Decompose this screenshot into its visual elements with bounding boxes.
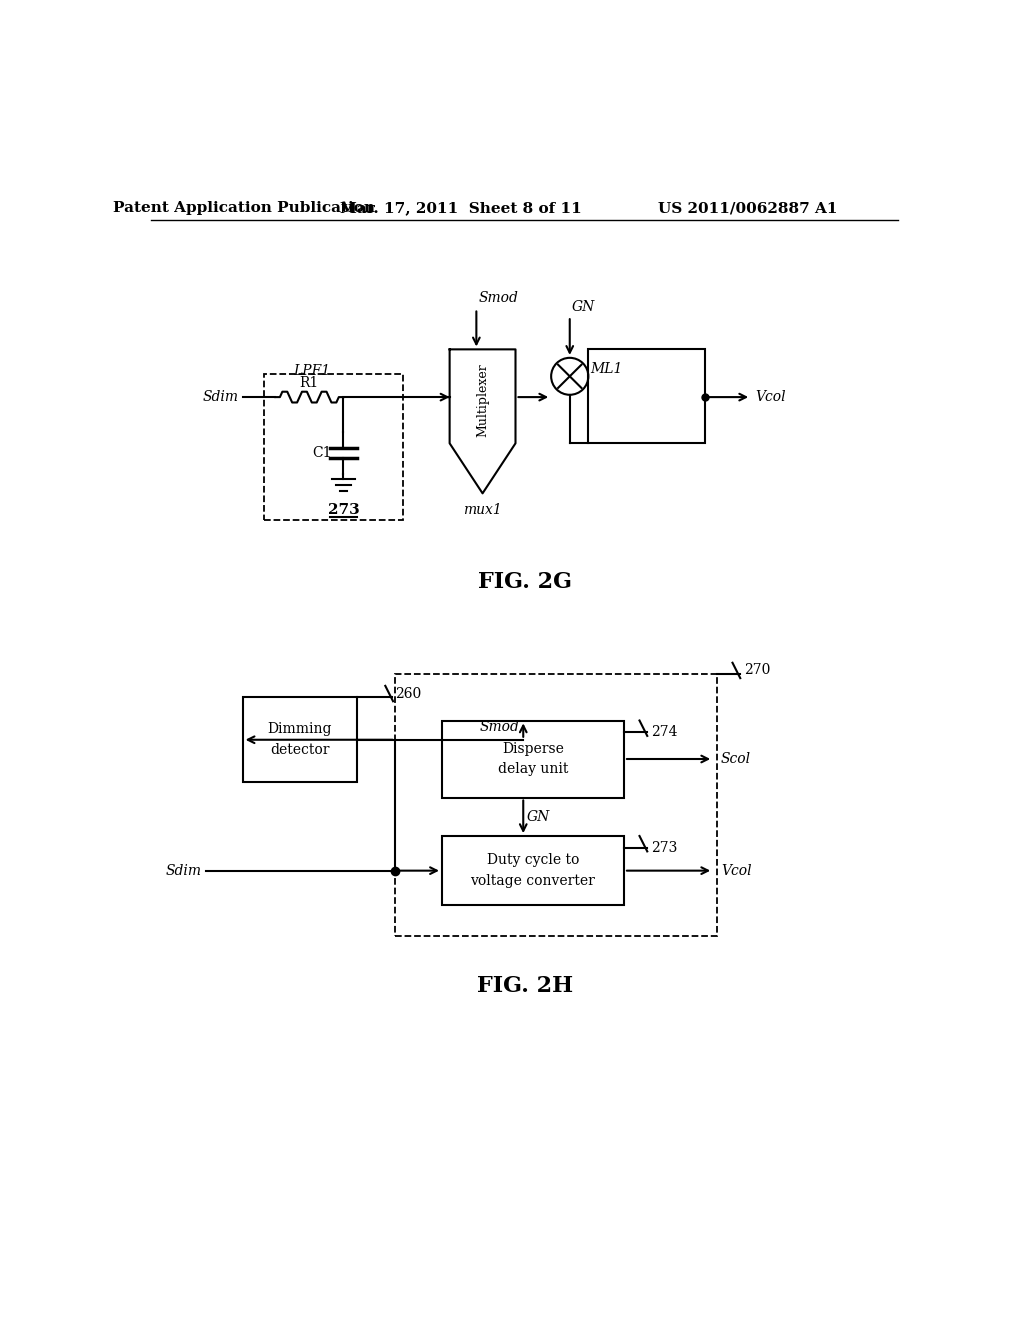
Text: C1: C1 [312,446,332,459]
Text: ML1: ML1 [591,362,623,376]
Text: 260: 260 [395,686,422,701]
Text: 273: 273 [328,503,359,516]
Text: 270: 270 [744,664,770,677]
Text: Vcol: Vcol [721,863,752,878]
Text: LPF1: LPF1 [293,364,330,378]
Text: Smod: Smod [478,290,518,305]
Bar [442,721,624,797]
Text: GN: GN [527,809,550,824]
Bar [589,350,705,444]
Text: Duty cycle to
voltage converter: Duty cycle to voltage converter [470,853,595,888]
Text: GN: GN [572,300,595,314]
Text: Mar. 17, 2011  Sheet 8 of 11: Mar. 17, 2011 Sheet 8 of 11 [340,202,582,215]
Text: Patent Application Publication: Patent Application Publication [114,202,375,215]
Text: FIG. 2G: FIG. 2G [478,572,571,593]
Text: 273: 273 [651,841,678,854]
Text: R1: R1 [300,376,318,391]
Bar [243,697,356,781]
Bar [395,675,717,936]
Text: Dimming
detector: Dimming detector [267,722,332,758]
Bar [442,836,624,906]
Text: Smod: Smod [479,719,519,734]
Text: US 2011/0062887 A1: US 2011/0062887 A1 [658,202,838,215]
Text: Scol: Scol [721,752,751,766]
Text: Multiplexer: Multiplexer [476,363,489,437]
Text: mux1: mux1 [463,503,502,517]
Text: 274: 274 [651,725,678,739]
Text: FIG. 2H: FIG. 2H [477,975,572,997]
Text: Sdim: Sdim [203,391,239,404]
Bar [263,374,403,520]
Text: Sdim: Sdim [166,863,202,878]
Text: Vcol: Vcol [755,391,785,404]
Text: Disperse
delay unit: Disperse delay unit [498,742,568,776]
